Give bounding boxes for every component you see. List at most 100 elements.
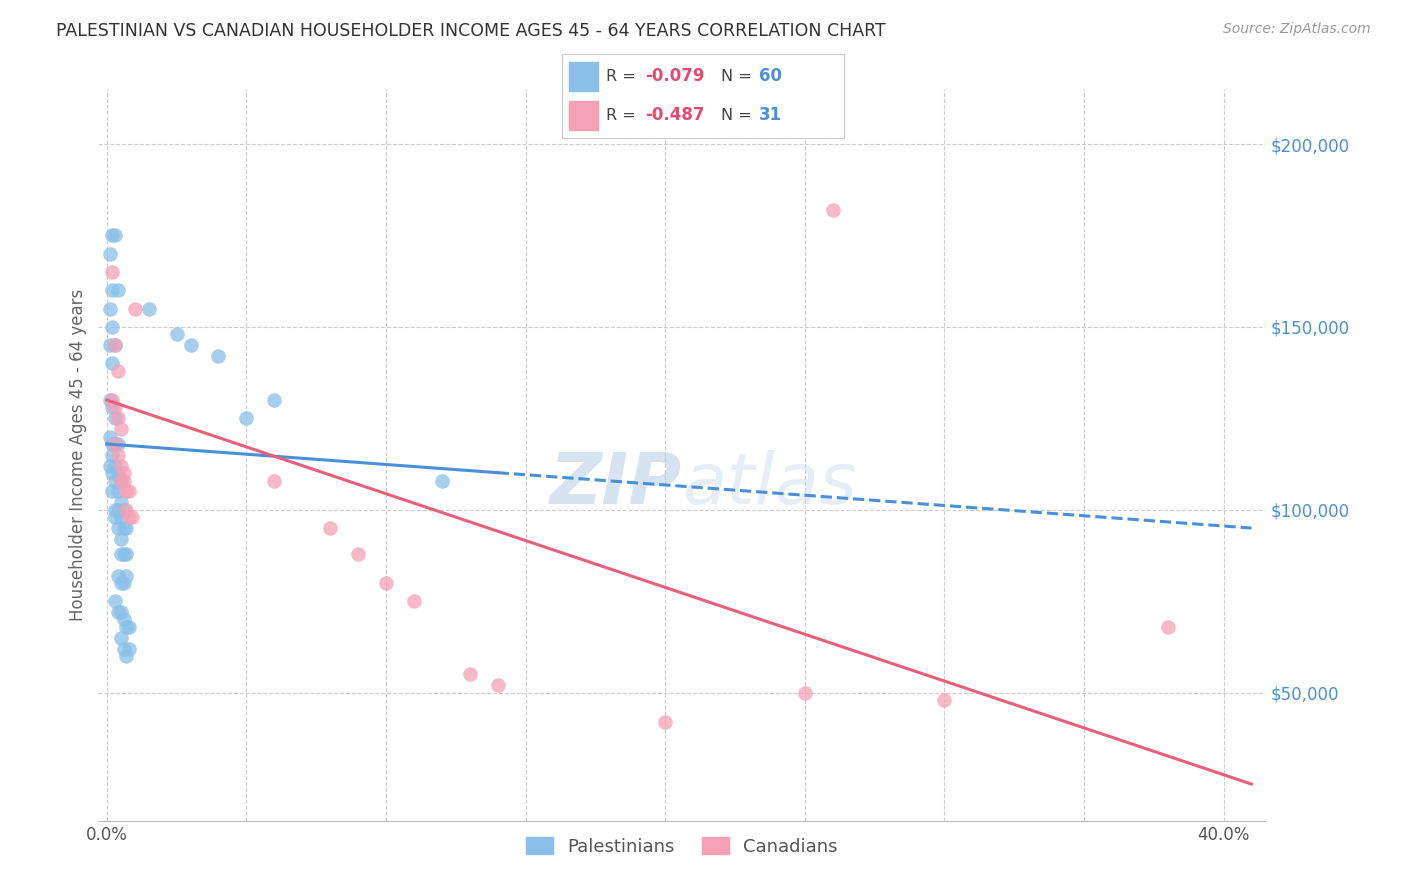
Point — [104, 594, 127, 608]
Point — [263, 474, 285, 488]
Point — [124, 301, 146, 316]
Point — [112, 547, 135, 561]
Point — [101, 448, 124, 462]
Point — [235, 411, 257, 425]
Point — [112, 521, 135, 535]
Point — [104, 338, 127, 352]
Point — [110, 576, 132, 591]
Point — [110, 547, 132, 561]
Point — [107, 437, 129, 451]
Text: N =: N = — [721, 69, 758, 84]
Point — [486, 678, 509, 692]
Text: ZIP: ZIP — [550, 450, 682, 518]
Point — [118, 484, 141, 499]
Point — [1157, 620, 1180, 634]
Text: R =: R = — [606, 69, 641, 84]
Point — [934, 693, 956, 707]
Point — [110, 631, 132, 645]
Point — [101, 392, 124, 407]
Text: Source: ZipAtlas.com: Source: ZipAtlas.com — [1223, 22, 1371, 37]
Point — [138, 301, 160, 316]
Point — [115, 568, 138, 582]
Bar — [569, 101, 598, 130]
Point — [104, 437, 127, 451]
Point — [115, 521, 138, 535]
Text: atlas: atlas — [682, 450, 856, 518]
Point — [118, 620, 141, 634]
Point — [112, 502, 135, 516]
Point — [319, 521, 342, 535]
Point — [110, 458, 132, 473]
Text: R =: R = — [606, 108, 641, 123]
Point — [821, 202, 844, 217]
Text: -0.487: -0.487 — [645, 106, 704, 124]
Point — [375, 576, 398, 591]
Point — [110, 532, 132, 546]
Point — [263, 392, 285, 407]
Point — [107, 521, 129, 535]
Point — [118, 641, 141, 656]
Point — [207, 349, 229, 363]
Point — [110, 422, 132, 436]
Point — [104, 338, 127, 352]
Point — [430, 474, 453, 488]
Point — [104, 502, 127, 516]
Y-axis label: Householder Income Ages 45 - 64 years: Householder Income Ages 45 - 64 years — [69, 289, 87, 621]
Point — [101, 437, 124, 451]
Point — [115, 620, 138, 634]
Point — [110, 605, 132, 619]
Legend: Palestinians, Canadians: Palestinians, Canadians — [519, 830, 845, 863]
Point — [107, 448, 129, 462]
Point — [180, 338, 202, 352]
Point — [98, 429, 121, 443]
Bar — [569, 62, 598, 91]
Point — [107, 466, 129, 480]
Point — [101, 265, 124, 279]
Text: -0.079: -0.079 — [645, 68, 704, 86]
Point — [118, 510, 141, 524]
Point — [101, 401, 124, 415]
Point — [107, 364, 129, 378]
Point — [654, 714, 676, 729]
Point — [104, 401, 127, 415]
Point — [98, 392, 121, 407]
Point — [115, 502, 138, 516]
Point — [107, 283, 129, 297]
Point — [112, 641, 135, 656]
Point — [112, 466, 135, 480]
Point — [402, 594, 425, 608]
Point — [104, 437, 127, 451]
Point — [107, 605, 129, 619]
Text: N =: N = — [721, 108, 758, 123]
Point — [110, 510, 132, 524]
Point — [107, 502, 129, 516]
Point — [110, 474, 132, 488]
Point — [104, 474, 127, 488]
Point — [101, 283, 124, 297]
Point — [107, 484, 129, 499]
Point — [793, 685, 815, 699]
Point — [115, 649, 138, 664]
Point — [110, 495, 132, 509]
Point — [107, 411, 129, 425]
Point — [98, 338, 121, 352]
Point — [104, 510, 127, 524]
Point — [115, 484, 138, 499]
Text: 60: 60 — [759, 68, 782, 86]
Point — [98, 301, 121, 316]
Text: 31: 31 — [759, 106, 782, 124]
Point — [101, 466, 124, 480]
Point — [115, 547, 138, 561]
Point — [98, 246, 121, 260]
Point — [104, 228, 127, 243]
Point — [101, 356, 124, 371]
Point — [101, 484, 124, 499]
Point — [104, 411, 127, 425]
Point — [121, 510, 143, 524]
Point — [112, 576, 135, 591]
Point — [166, 327, 188, 342]
Point — [347, 547, 370, 561]
Point — [110, 474, 132, 488]
Point — [112, 613, 135, 627]
Point — [98, 458, 121, 473]
